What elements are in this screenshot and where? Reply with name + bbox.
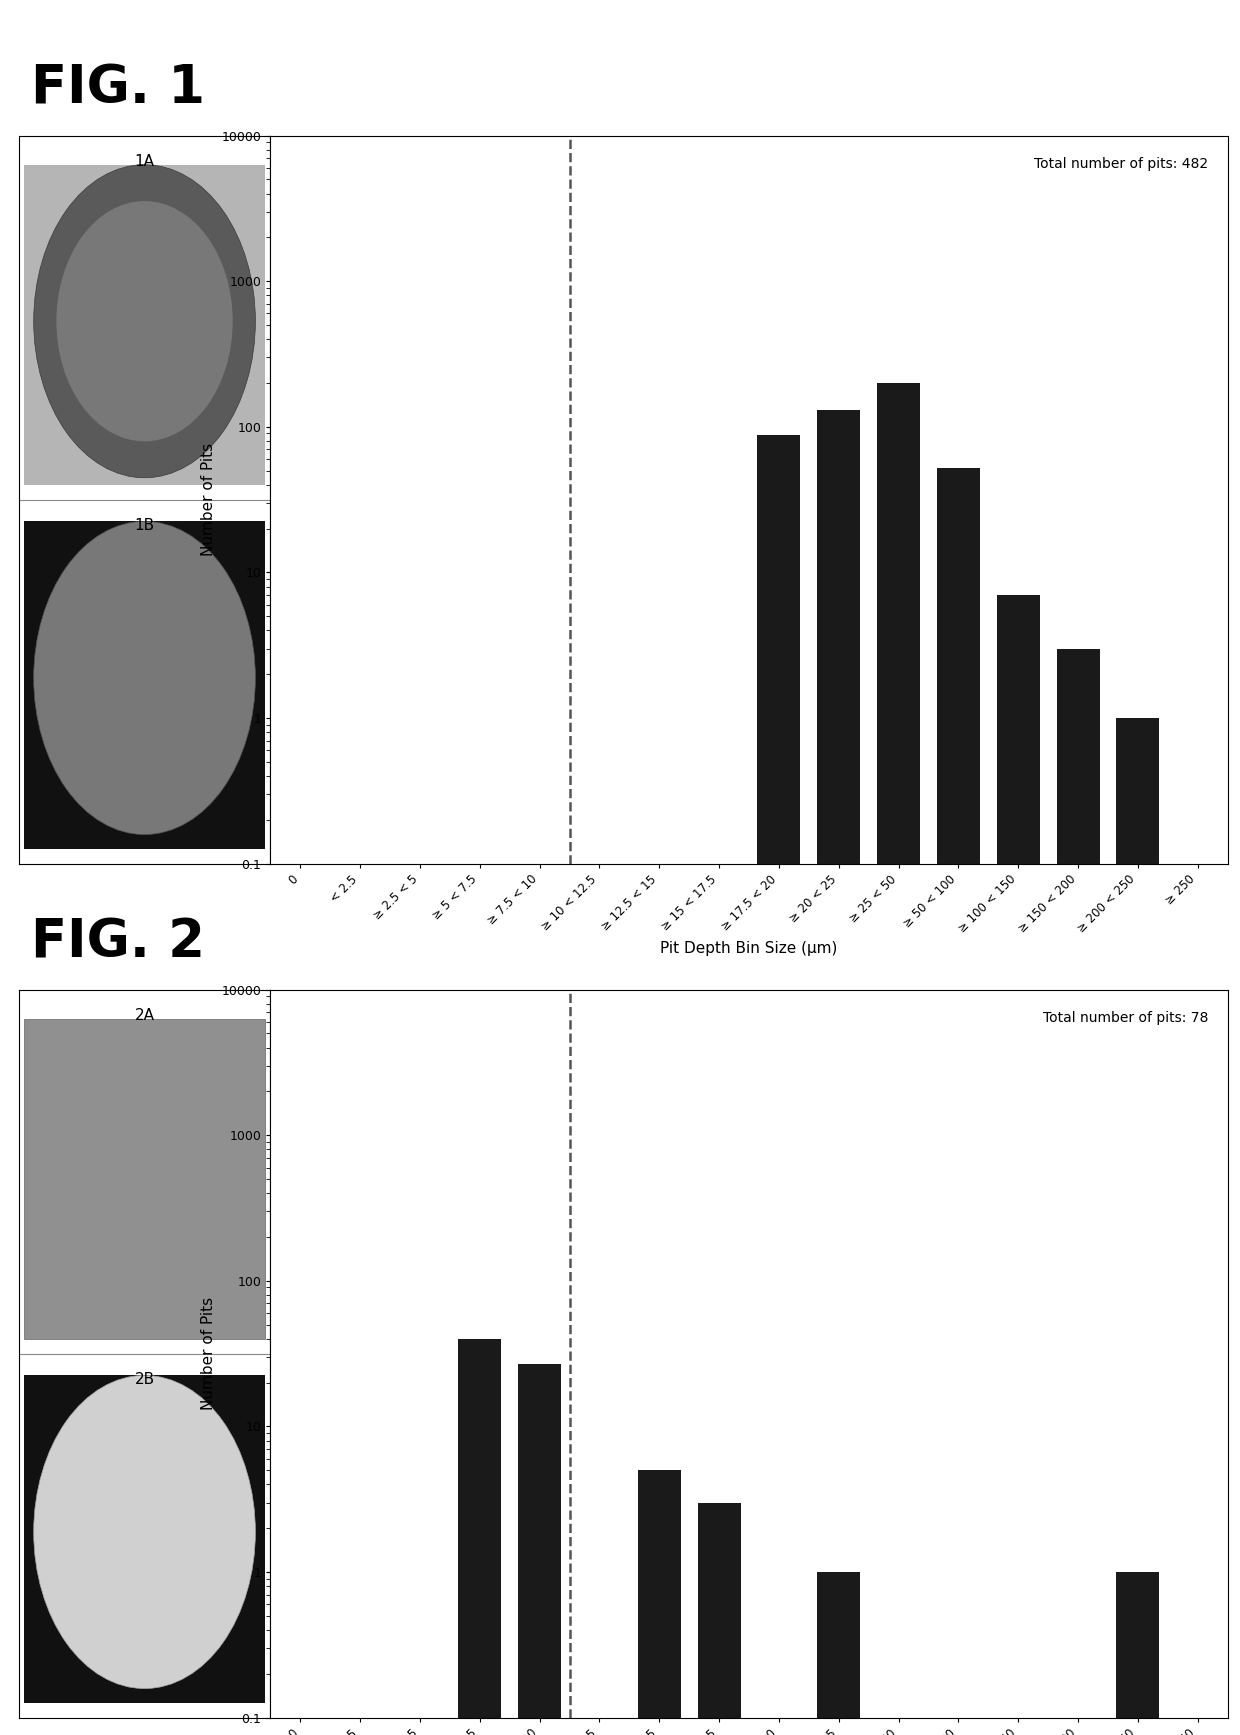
Text: 2A: 2A bbox=[134, 1008, 155, 1024]
Text: 1B: 1B bbox=[134, 517, 155, 533]
Bar bbox=[637, 1470, 681, 1735]
Bar bbox=[758, 435, 801, 1735]
Ellipse shape bbox=[33, 165, 255, 477]
Bar bbox=[24, 1376, 265, 1704]
Bar bbox=[698, 1503, 740, 1735]
Bar bbox=[817, 1572, 861, 1735]
Y-axis label: Number of Pits: Number of Pits bbox=[201, 1298, 216, 1411]
Ellipse shape bbox=[33, 522, 255, 835]
Text: 2B: 2B bbox=[134, 1372, 155, 1386]
Text: FIG. 2: FIG. 2 bbox=[31, 916, 205, 968]
Text: Total number of pits: 78: Total number of pits: 78 bbox=[1043, 1012, 1209, 1025]
Y-axis label: Number of Pits: Number of Pits bbox=[201, 442, 216, 557]
Bar bbox=[937, 468, 980, 1735]
Bar bbox=[877, 383, 920, 1735]
Bar bbox=[817, 409, 861, 1735]
Bar bbox=[1116, 1572, 1159, 1735]
Ellipse shape bbox=[33, 1376, 255, 1688]
Text: FIG. 1: FIG. 1 bbox=[31, 62, 205, 115]
Bar bbox=[24, 165, 265, 486]
Ellipse shape bbox=[56, 201, 233, 441]
Text: Total number of pits: 482: Total number of pits: 482 bbox=[1034, 158, 1209, 172]
Bar bbox=[1116, 718, 1159, 1735]
Text: 1A: 1A bbox=[134, 154, 155, 168]
Bar bbox=[459, 1339, 501, 1735]
Bar bbox=[24, 522, 265, 848]
Bar bbox=[24, 1018, 265, 1339]
Bar bbox=[997, 595, 1040, 1735]
Bar bbox=[518, 1364, 562, 1735]
X-axis label: Pit Depth Bin Size (μm): Pit Depth Bin Size (μm) bbox=[661, 940, 838, 956]
Bar bbox=[1056, 649, 1100, 1735]
